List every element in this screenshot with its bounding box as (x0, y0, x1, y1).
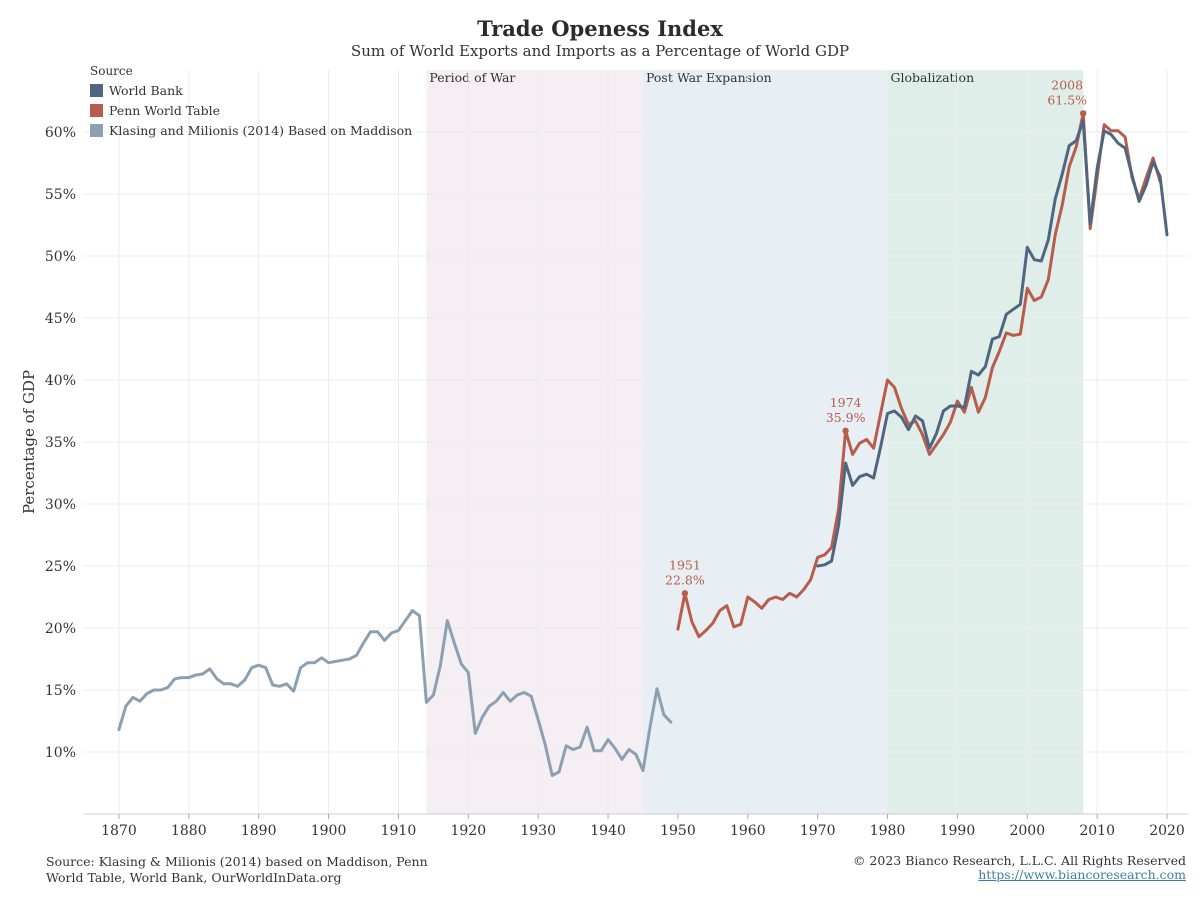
x-tick-label: 1910 (381, 823, 417, 839)
footer-right: © 2023 Bianco Research, L.L.C. All Right… (853, 854, 1186, 882)
legend-label: Penn World Table (109, 102, 221, 118)
y-axis-label: Percentage of GDP (20, 370, 38, 514)
y-tick-label: 10% (45, 745, 76, 761)
x-tick-label: 1930 (520, 823, 556, 839)
copyright-notice: © 2023 Bianco Research, L.L.C. All Right… (852, 853, 1186, 868)
annotation-value: 61.5% (1047, 92, 1087, 107)
y-tick-label: 25% (45, 559, 76, 575)
legend-swatch-world-bank (90, 83, 103, 97)
x-tick-label: 1990 (940, 823, 976, 839)
legend-item-penn-world-table[interactable]: Penn World Table (90, 100, 412, 120)
x-tick-label: 1980 (870, 823, 906, 839)
x-tick-label: 1920 (450, 823, 486, 839)
annotation-point (681, 590, 689, 597)
annotation-point (1079, 110, 1087, 117)
website-link[interactable]: https://www.biancoresearch.com (978, 867, 1186, 882)
x-tick-label: 2010 (1079, 823, 1115, 839)
x-tick-label: 1900 (311, 823, 347, 839)
period-label: Globalization (891, 70, 975, 85)
legend-swatch-klasing-milionis (90, 123, 103, 137)
y-tick-label: 15% (45, 683, 76, 699)
annotation-value: 35.9% (826, 410, 866, 425)
x-tick-label: 1970 (800, 823, 836, 839)
y-tick-label: 50% (45, 249, 76, 265)
source-note: Source: Klasing & Milionis (2014) based … (46, 854, 428, 885)
chart-subtitle: Sum of World Exports and Imports as a Pe… (350, 42, 850, 60)
annotation-year: 1974 (830, 395, 862, 410)
x-tick-label: 1880 (171, 823, 207, 839)
y-tick-label: 35% (45, 435, 76, 451)
x-tick-label: 1870 (101, 823, 137, 839)
annotation-year: 2008 (1051, 77, 1083, 92)
x-tick-label: 1890 (241, 823, 277, 839)
x-tick-label: 2000 (1009, 823, 1045, 839)
y-tick-label: 55% (45, 187, 76, 203)
annotation-point (842, 427, 849, 435)
y-tick-label: 40% (45, 373, 76, 389)
series-line (816, 119, 1169, 568)
period-label: Post War Expansion (646, 70, 772, 85)
y-tick-label: 20% (45, 621, 76, 637)
annotation-year: 1951 (669, 557, 701, 572)
y-tick-label: 60% (45, 125, 76, 141)
legend-swatch-penn-world-table (90, 103, 103, 117)
legend-label: Klasing and Milionis (2014) Based on Mad… (109, 122, 413, 138)
x-tick-label: 2020 (1149, 823, 1185, 839)
series-line (117, 609, 673, 778)
legend: Source World Bank Penn World Table Klasi… (90, 64, 412, 140)
x-tick-label: 1940 (590, 823, 626, 839)
legend-title: Source (90, 64, 133, 78)
legend-item-world-bank[interactable]: World Bank (90, 80, 412, 100)
legend-item-klasing-milionis[interactable]: Klasing and Milionis (2014) Based on Mad… (90, 120, 412, 140)
x-tick-label: 1960 (730, 823, 766, 839)
x-tick-label: 1950 (660, 823, 696, 839)
legend-label: World Bank (109, 82, 183, 98)
y-tick-label: 45% (45, 311, 76, 327)
annotation-value: 22.8% (665, 572, 705, 587)
period-label: Period of War (429, 70, 515, 85)
y-tick-label: 30% (45, 497, 76, 513)
chart-title: Trade Openess Index (477, 16, 723, 41)
